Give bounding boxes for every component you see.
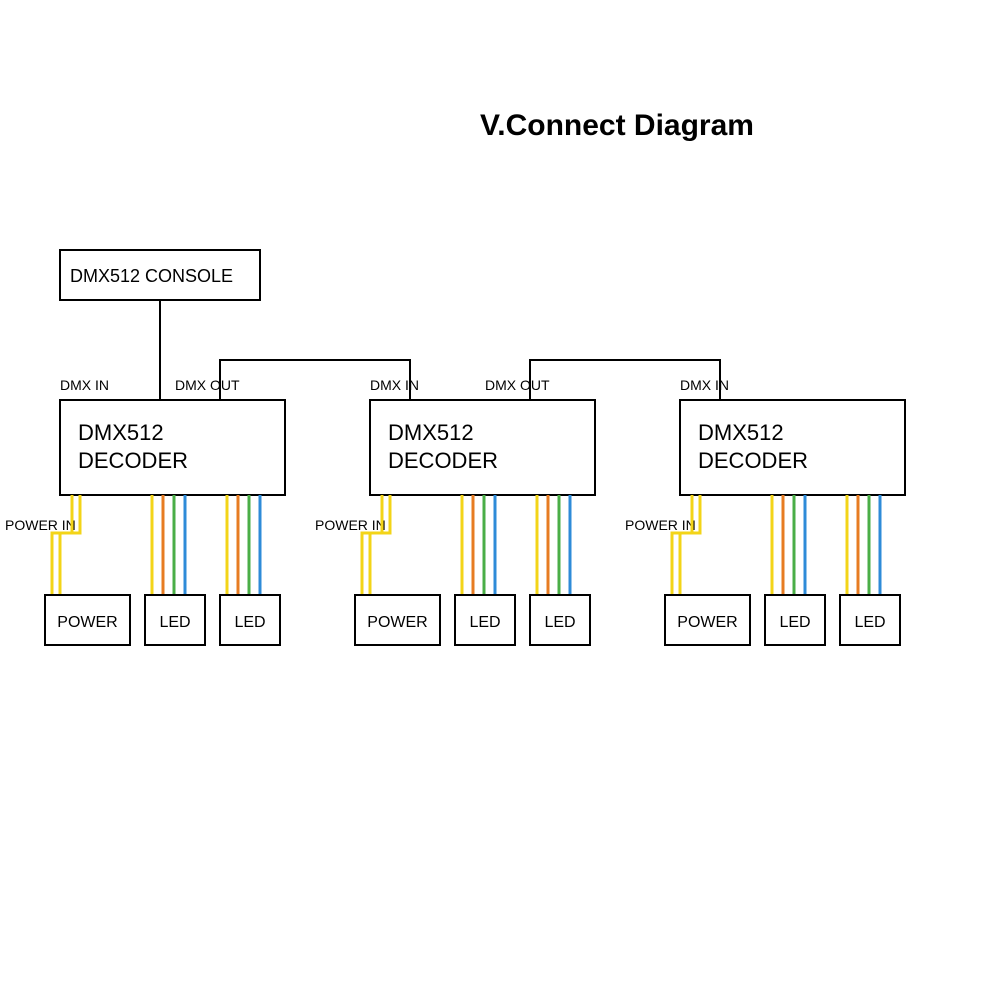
power-in-label-1: POWER IN (315, 517, 386, 533)
power-wire-1-1 (370, 495, 390, 595)
decoder-label2-2: DECODER (698, 448, 808, 473)
power-wire-0-0 (52, 495, 72, 595)
dmx-out-label-0: DMX OUT (175, 377, 240, 393)
led2-label-2: LED (854, 614, 885, 631)
power-in-label-2: POWER IN (625, 517, 696, 533)
dmx-in-label-1: DMX IN (370, 377, 419, 393)
power-wire-2-1 (680, 495, 700, 595)
decoder-label1-0: DMX512 (78, 420, 164, 445)
dmx-out-label-1: DMX OUT (485, 377, 550, 393)
power-label-2: POWER (677, 614, 737, 631)
led2-label-1: LED (544, 614, 575, 631)
power-wire-0-1 (60, 495, 80, 595)
decoder-label1-2: DMX512 (698, 420, 784, 445)
dmx-in-label-0: DMX IN (60, 377, 109, 393)
diagram-title: V.Connect Diagram (480, 109, 754, 142)
power-label-0: POWER (57, 614, 117, 631)
led2-label-0: LED (234, 614, 265, 631)
dmx-in-label-2: DMX IN (680, 377, 729, 393)
power-in-label-0: POWER IN (5, 517, 76, 533)
decoder-label1-1: DMX512 (388, 420, 474, 445)
led1-label-1: LED (469, 614, 500, 631)
decoder-label2-0: DECODER (78, 448, 188, 473)
console-label: DMX512 CONSOLE (70, 266, 233, 286)
led1-label-2: LED (779, 614, 810, 631)
power-label-1: POWER (367, 614, 427, 631)
power-wire-2-0 (672, 495, 692, 595)
power-wire-1-0 (362, 495, 382, 595)
decoder-label2-1: DECODER (388, 448, 498, 473)
led1-label-0: LED (159, 614, 190, 631)
